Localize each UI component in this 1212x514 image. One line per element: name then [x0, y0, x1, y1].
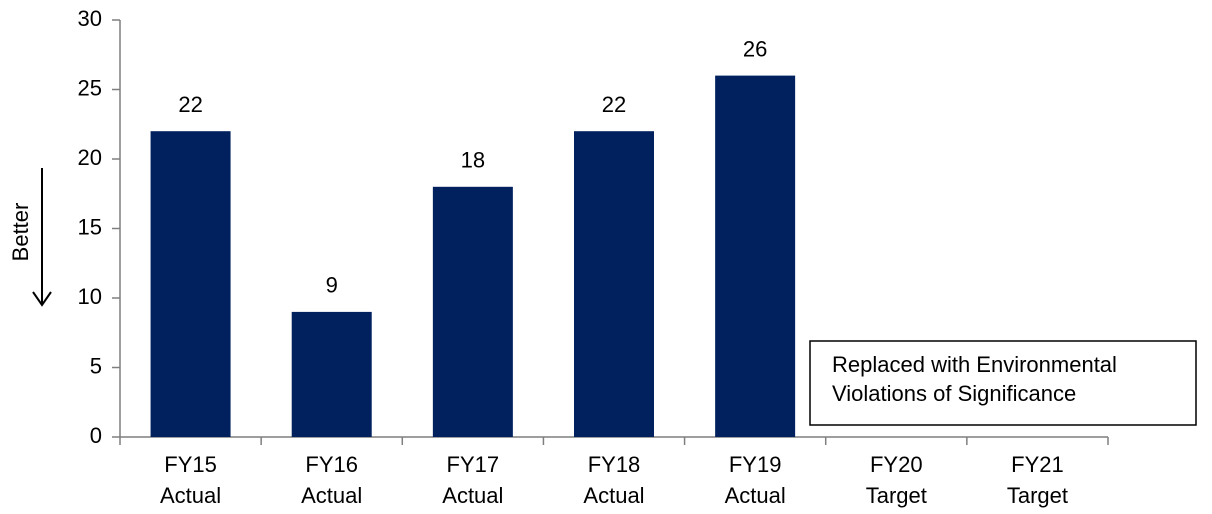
arrow-head	[32, 291, 52, 307]
x-tick-label: FY20	[870, 452, 923, 477]
x-tick-label: Actual	[725, 483, 786, 508]
y-tick-label: 20	[78, 145, 102, 170]
bar	[291, 311, 372, 437]
y-tick-label: 30	[78, 6, 102, 31]
annotation-line: Violations of Significance	[832, 381, 1076, 406]
bar	[574, 131, 654, 437]
x-tick-label: Actual	[160, 483, 221, 508]
x-tick-label: FY16	[305, 452, 358, 477]
x-tick-label: Target	[866, 483, 927, 508]
y-tick-label: 5	[90, 353, 102, 378]
data-label: 22	[178, 92, 202, 117]
x-tick-label: Target	[1007, 483, 1068, 508]
annotation-box	[809, 340, 1197, 426]
better-indicator: Better	[8, 168, 52, 307]
y-tick-label: 25	[78, 75, 102, 100]
y-tick-label: 15	[78, 214, 102, 239]
bar	[715, 75, 796, 437]
y-tick-label: 10	[78, 284, 102, 309]
data-label: 18	[461, 148, 485, 173]
x-tick-label: FY18	[588, 452, 641, 477]
data-label: 26	[743, 36, 767, 61]
data-label: 22	[602, 92, 626, 117]
x-tick-label: FY21	[1011, 452, 1064, 477]
x-tick-label: FY19	[729, 452, 782, 477]
data-label: 9	[326, 273, 338, 298]
annotation-line: Replaced with Environmental	[832, 352, 1117, 377]
x-tick-label: Actual	[583, 483, 644, 508]
y-tick-label: 0	[90, 423, 102, 448]
bar	[432, 186, 513, 437]
bar	[150, 131, 231, 437]
x-tick-label: Actual	[301, 483, 362, 508]
x-tick-label: Actual	[442, 483, 503, 508]
y-axis-label: Better	[8, 203, 33, 262]
x-tick-label: FY17	[447, 452, 500, 477]
x-tick-label: FY15	[164, 452, 217, 477]
